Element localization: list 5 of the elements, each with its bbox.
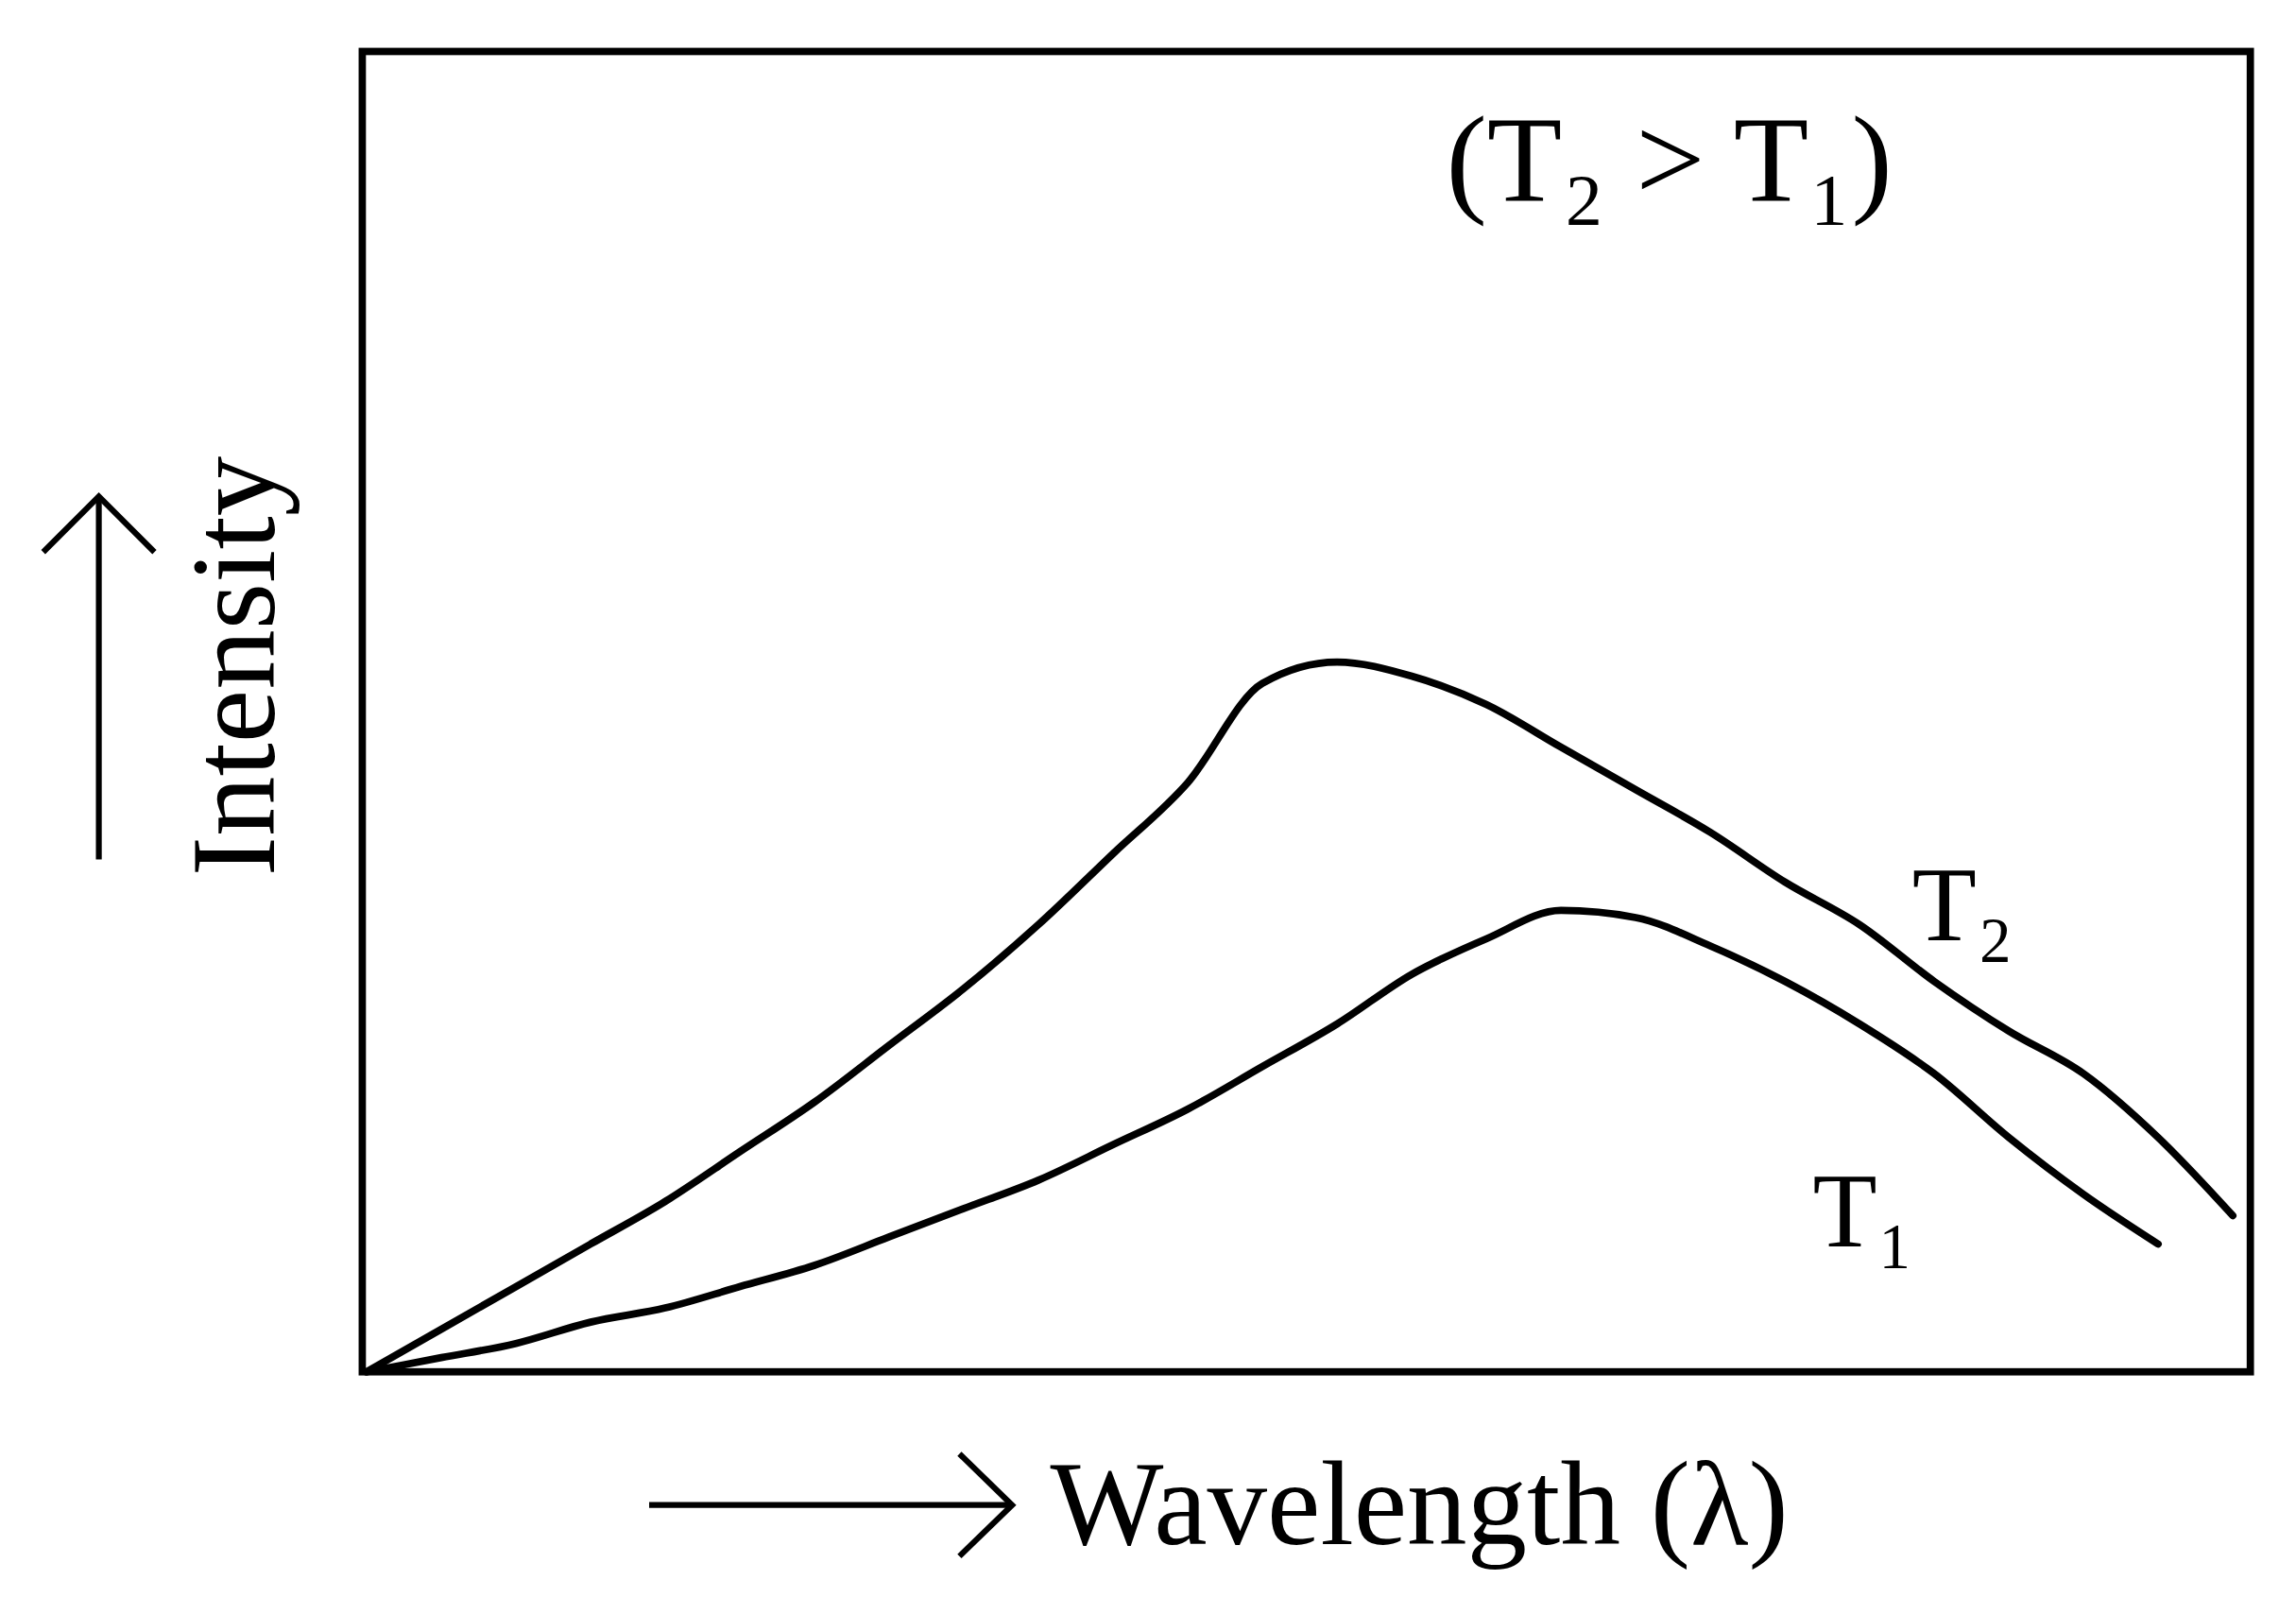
text: (T₂ > T₁) bbox=[1446, 91, 1893, 228]
y-axis-title: Intensity bbox=[167, 455, 300, 877]
series-label: T₁ bbox=[1812, 1152, 1914, 1269]
x-axis-title: Wavelength (λ) bbox=[1050, 1437, 1789, 1571]
series-label: T₂ bbox=[1911, 847, 2013, 964]
